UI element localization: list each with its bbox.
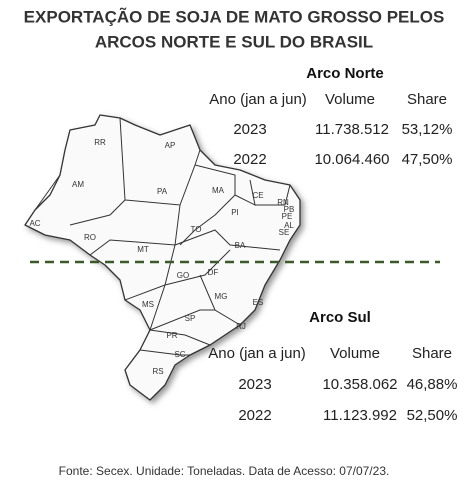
state-label: SE — [279, 228, 290, 237]
state-label: RS — [152, 367, 163, 376]
table-cell: 47,50% — [402, 151, 453, 168]
state-label: AM — [72, 180, 84, 189]
title-line: ARCOS NORTE E SUL DO BRASIL — [95, 32, 373, 51]
section-title: Arco Norte — [306, 65, 384, 82]
column-header: Volume — [325, 91, 375, 108]
state-label: AP — [165, 141, 176, 150]
state-label: RN — [277, 198, 289, 207]
state-label: GO — [177, 271, 189, 280]
state-label: MA — [212, 186, 225, 195]
table-cell: 2023 — [238, 376, 271, 393]
state-label: CE — [252, 191, 263, 200]
table-cell: 11.738.512 — [315, 121, 389, 138]
state-label: AC — [29, 219, 40, 228]
state-label: PE — [282, 212, 293, 221]
state-label: MS — [142, 300, 154, 309]
state-label: MT — [137, 245, 149, 254]
table-cell: 2022 — [233, 151, 266, 168]
state-label: SP — [185, 314, 196, 323]
brazil-map — [24, 114, 301, 401]
column-header: Ano (jan a jun) — [208, 345, 306, 362]
state-label: TO — [191, 225, 202, 234]
table-cell: 11.123.992 — [323, 407, 397, 424]
state-label: RO — [84, 233, 96, 242]
state-label: RJ — [236, 322, 246, 331]
state-label: BA — [235, 241, 246, 250]
table-cell: 10.064.460 — [314, 151, 389, 168]
source: Fonte: Secex. Unidade: Toneladas. Data d… — [59, 464, 390, 478]
section-title: Arco Sul — [309, 309, 371, 326]
state-label: RR — [94, 138, 106, 147]
state-label: PA — [157, 187, 168, 196]
table-cell: 52,50% — [407, 407, 458, 424]
column-header: Share — [407, 91, 447, 108]
column-header: Share — [412, 345, 452, 362]
table-cell: 10.358.062 — [322, 376, 397, 393]
state-label: PB — [284, 205, 295, 214]
table-cell: 2023 — [233, 121, 266, 138]
state-label: PI — [231, 208, 239, 217]
state-label: MG — [215, 292, 228, 301]
table-cell: 46,88% — [407, 376, 458, 393]
title-line: EXPORTAÇÃO DE SOJA DE MATO GROSSO PELOS — [24, 6, 445, 26]
state-label: SC — [174, 350, 185, 359]
column-header: Ano (jan a jun) — [209, 91, 307, 108]
state-label: AL — [284, 221, 294, 230]
state-label: ES — [253, 298, 264, 307]
state-label: PR — [166, 331, 177, 340]
state-label: DF — [208, 268, 219, 277]
table-cell: 2022 — [238, 407, 271, 424]
table-cell: 53,12% — [402, 121, 453, 138]
column-header: Volume — [330, 345, 380, 362]
